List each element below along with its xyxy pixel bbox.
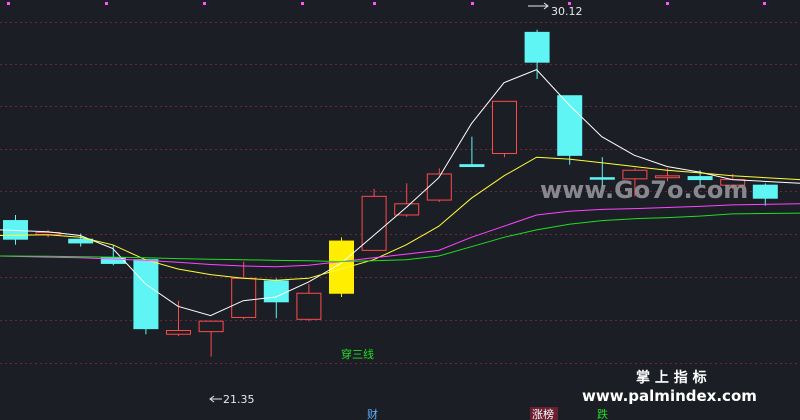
top-marker-0 [7,2,10,5]
candle-body-4 [133,259,159,330]
candle-body-8 [263,280,289,303]
min-price-label: 21.35 [223,393,255,406]
top-markers [7,2,766,5]
candle-15 [492,100,517,158]
candle-4 [133,259,159,335]
candle-7 [231,261,257,320]
candle-body-9 [296,292,322,320]
candle-body-21 [687,176,713,181]
top-marker-5 [471,2,474,5]
candle-body-15 [492,100,517,154]
candle-10 [329,237,354,297]
candle-9 [296,283,322,322]
annotations-layer: www.Go7o.com 30.12 21.35 穿三线 掌 上 指 标 www… [209,2,757,420]
candle-body-3 [100,257,126,264]
top-marker-4 [373,2,376,5]
top-marker-1 [105,2,108,5]
candle-body-10 [329,240,354,294]
ma-line-0 [0,69,800,317]
top-marker-8 [763,2,766,5]
bottom-label-zhang-background [530,407,558,420]
candle-body-6 [198,320,224,333]
grid-layer [0,22,800,364]
watermark-site: www.palmindex.com [582,387,757,405]
bottom-label-die: 跌 [597,407,608,420]
candle-19 [622,168,648,197]
max-price-label: 30.12 [551,5,583,18]
candle-14 [459,136,485,168]
candle-18 [589,157,615,188]
candle-body-7 [231,277,257,318]
candle-body-14 [459,164,485,168]
pattern-label: 穿三线 [341,347,374,361]
candle-13 [426,168,452,202]
candle-23 [752,183,778,206]
candle-body-13 [426,173,452,201]
candle-12 [394,183,420,217]
candle-body-16 [524,31,550,63]
candle-3 [100,244,126,266]
bottom-label-zhang-bang: 涨榜 [532,407,554,420]
candle-6 [198,320,224,357]
candle-body-12 [394,203,420,216]
candle-11 [361,188,387,251]
top-marker-7 [666,2,669,5]
ma-line-2 [0,203,800,268]
candle-body-23 [752,184,778,199]
top-marker-6 [568,2,571,5]
candle-body-17 [557,95,583,156]
bottom-label-cai: 财 [367,407,378,420]
moving-averages-layer [0,69,800,317]
candles-layer [3,29,778,357]
top-marker-3 [301,2,304,5]
candle-body-2 [68,238,94,244]
candle-body-5 [166,330,191,335]
top-marker-2 [203,2,206,5]
watermark-brand: 掌 上 指 标 [636,369,707,386]
min-label-arrowhead [209,395,215,403]
candle-16 [524,29,550,79]
ma-line-3 [0,212,800,263]
watermark-url: www.Go7o.com [540,176,748,204]
max-label-arrowhead [543,2,549,10]
candle-body-19 [622,169,648,180]
candle-body-20 [655,175,680,179]
candle-body-18 [589,177,615,180]
